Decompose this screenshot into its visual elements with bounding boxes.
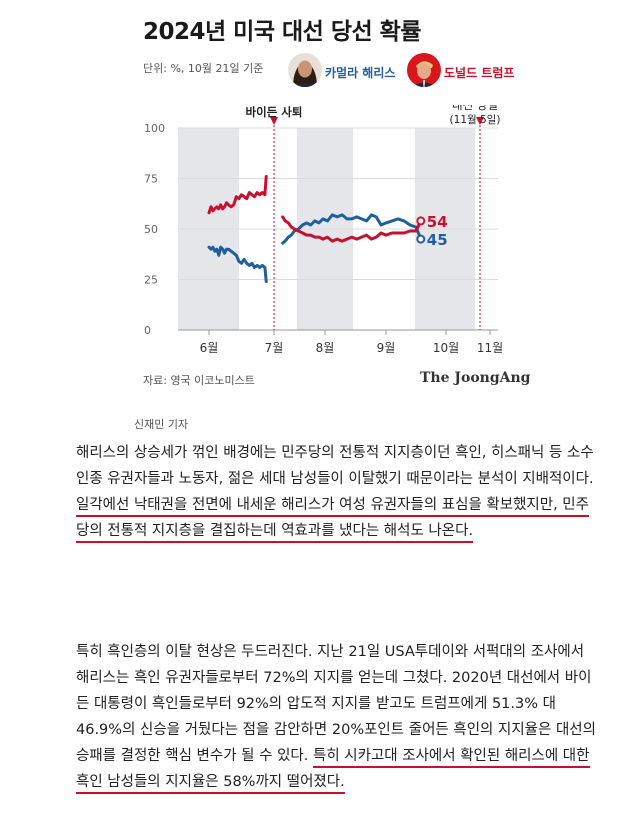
y-tick-100: 100	[144, 122, 165, 135]
series-0-end-point	[416, 234, 426, 244]
annotation-label-1: 대선 당일	[452, 105, 498, 112]
x-tick-2: 8월	[316, 341, 335, 355]
chart-title: 2024년 미국 대선 당선 확률	[143, 19, 421, 45]
paragraph-2-text: 특히 흑인층의 이탈 현상은 두드러진다. 지난 21일 USA투데이와 서퍽대…	[76, 644, 596, 764]
unit-note: 단위: %, 10월 21일 기준	[143, 62, 264, 75]
paragraph-1-text: 해리스의 상승세가 꺾인 배경에는 민주당의 전통적 지지층이던 흑인, 히스패…	[76, 445, 594, 487]
y-tick-50: 50	[144, 223, 158, 236]
x-tick-1: 7월	[265, 341, 284, 355]
article-paragraph-2: 특히 흑인층의 이탈 현상은 두드러진다. 지난 21일 USA투데이와 서퍽대…	[76, 639, 596, 795]
series-0-end-label: 45	[427, 231, 448, 249]
y-tick-25: 25	[144, 274, 158, 287]
harris-avatar	[288, 53, 322, 87]
series-1-end-label: 54	[427, 213, 448, 231]
series-0-line-1	[281, 213, 423, 245]
series-0-line-0	[207, 245, 268, 283]
paragraph-1-highlight: 일각에선 낙태권을 전면에 내세운 해리스가 여성 유권자들의 표심을 확보했지…	[76, 497, 589, 543]
joongang-logo: The JoongAng	[420, 370, 531, 386]
y-tick-75: 75	[144, 173, 158, 186]
paragraph-2-highlight: 특히 시카고대 조사에서 확인된 해리스에 대한 흑인 남성들의 지지율은 58…	[76, 748, 590, 794]
reporter-credit: 신재민 기자	[134, 418, 189, 431]
x-tick-4: 10월	[433, 341, 459, 355]
probability-line-chart: 0 25 50 75 100 6월 7월 8월 9월 10월 11월 바이든 사퇴 대선 당일(11월 …	[144, 105, 503, 355]
annotation-label-0: 바이든 사퇴	[246, 105, 303, 119]
series-1-line-0	[207, 175, 268, 215]
series-1-line-1	[281, 215, 423, 243]
x-tick-0: 6월	[200, 341, 219, 355]
series-1-end-point	[416, 216, 426, 226]
trump-avatar	[407, 53, 441, 87]
x-tick-5: 11월	[477, 341, 503, 355]
x-tick-3: 9월	[377, 341, 396, 355]
annotation-marker-1	[476, 117, 484, 125]
legend-harris-label: 카멀라 해리스	[325, 66, 396, 80]
legend-trump-label: 도널드 트럼프	[444, 66, 515, 80]
annotation-sublabel-1: (11월 5일)	[450, 113, 501, 126]
y-tick-0: 0	[144, 324, 151, 337]
article-paragraph-1: 해리스의 상승세가 꺾인 배경에는 민주당의 전통적 지지층이던 흑인, 히스패…	[76, 440, 596, 544]
source-note: 자료: 영국 이코노미스트	[143, 374, 255, 387]
annotation-marker-0	[270, 117, 278, 125]
